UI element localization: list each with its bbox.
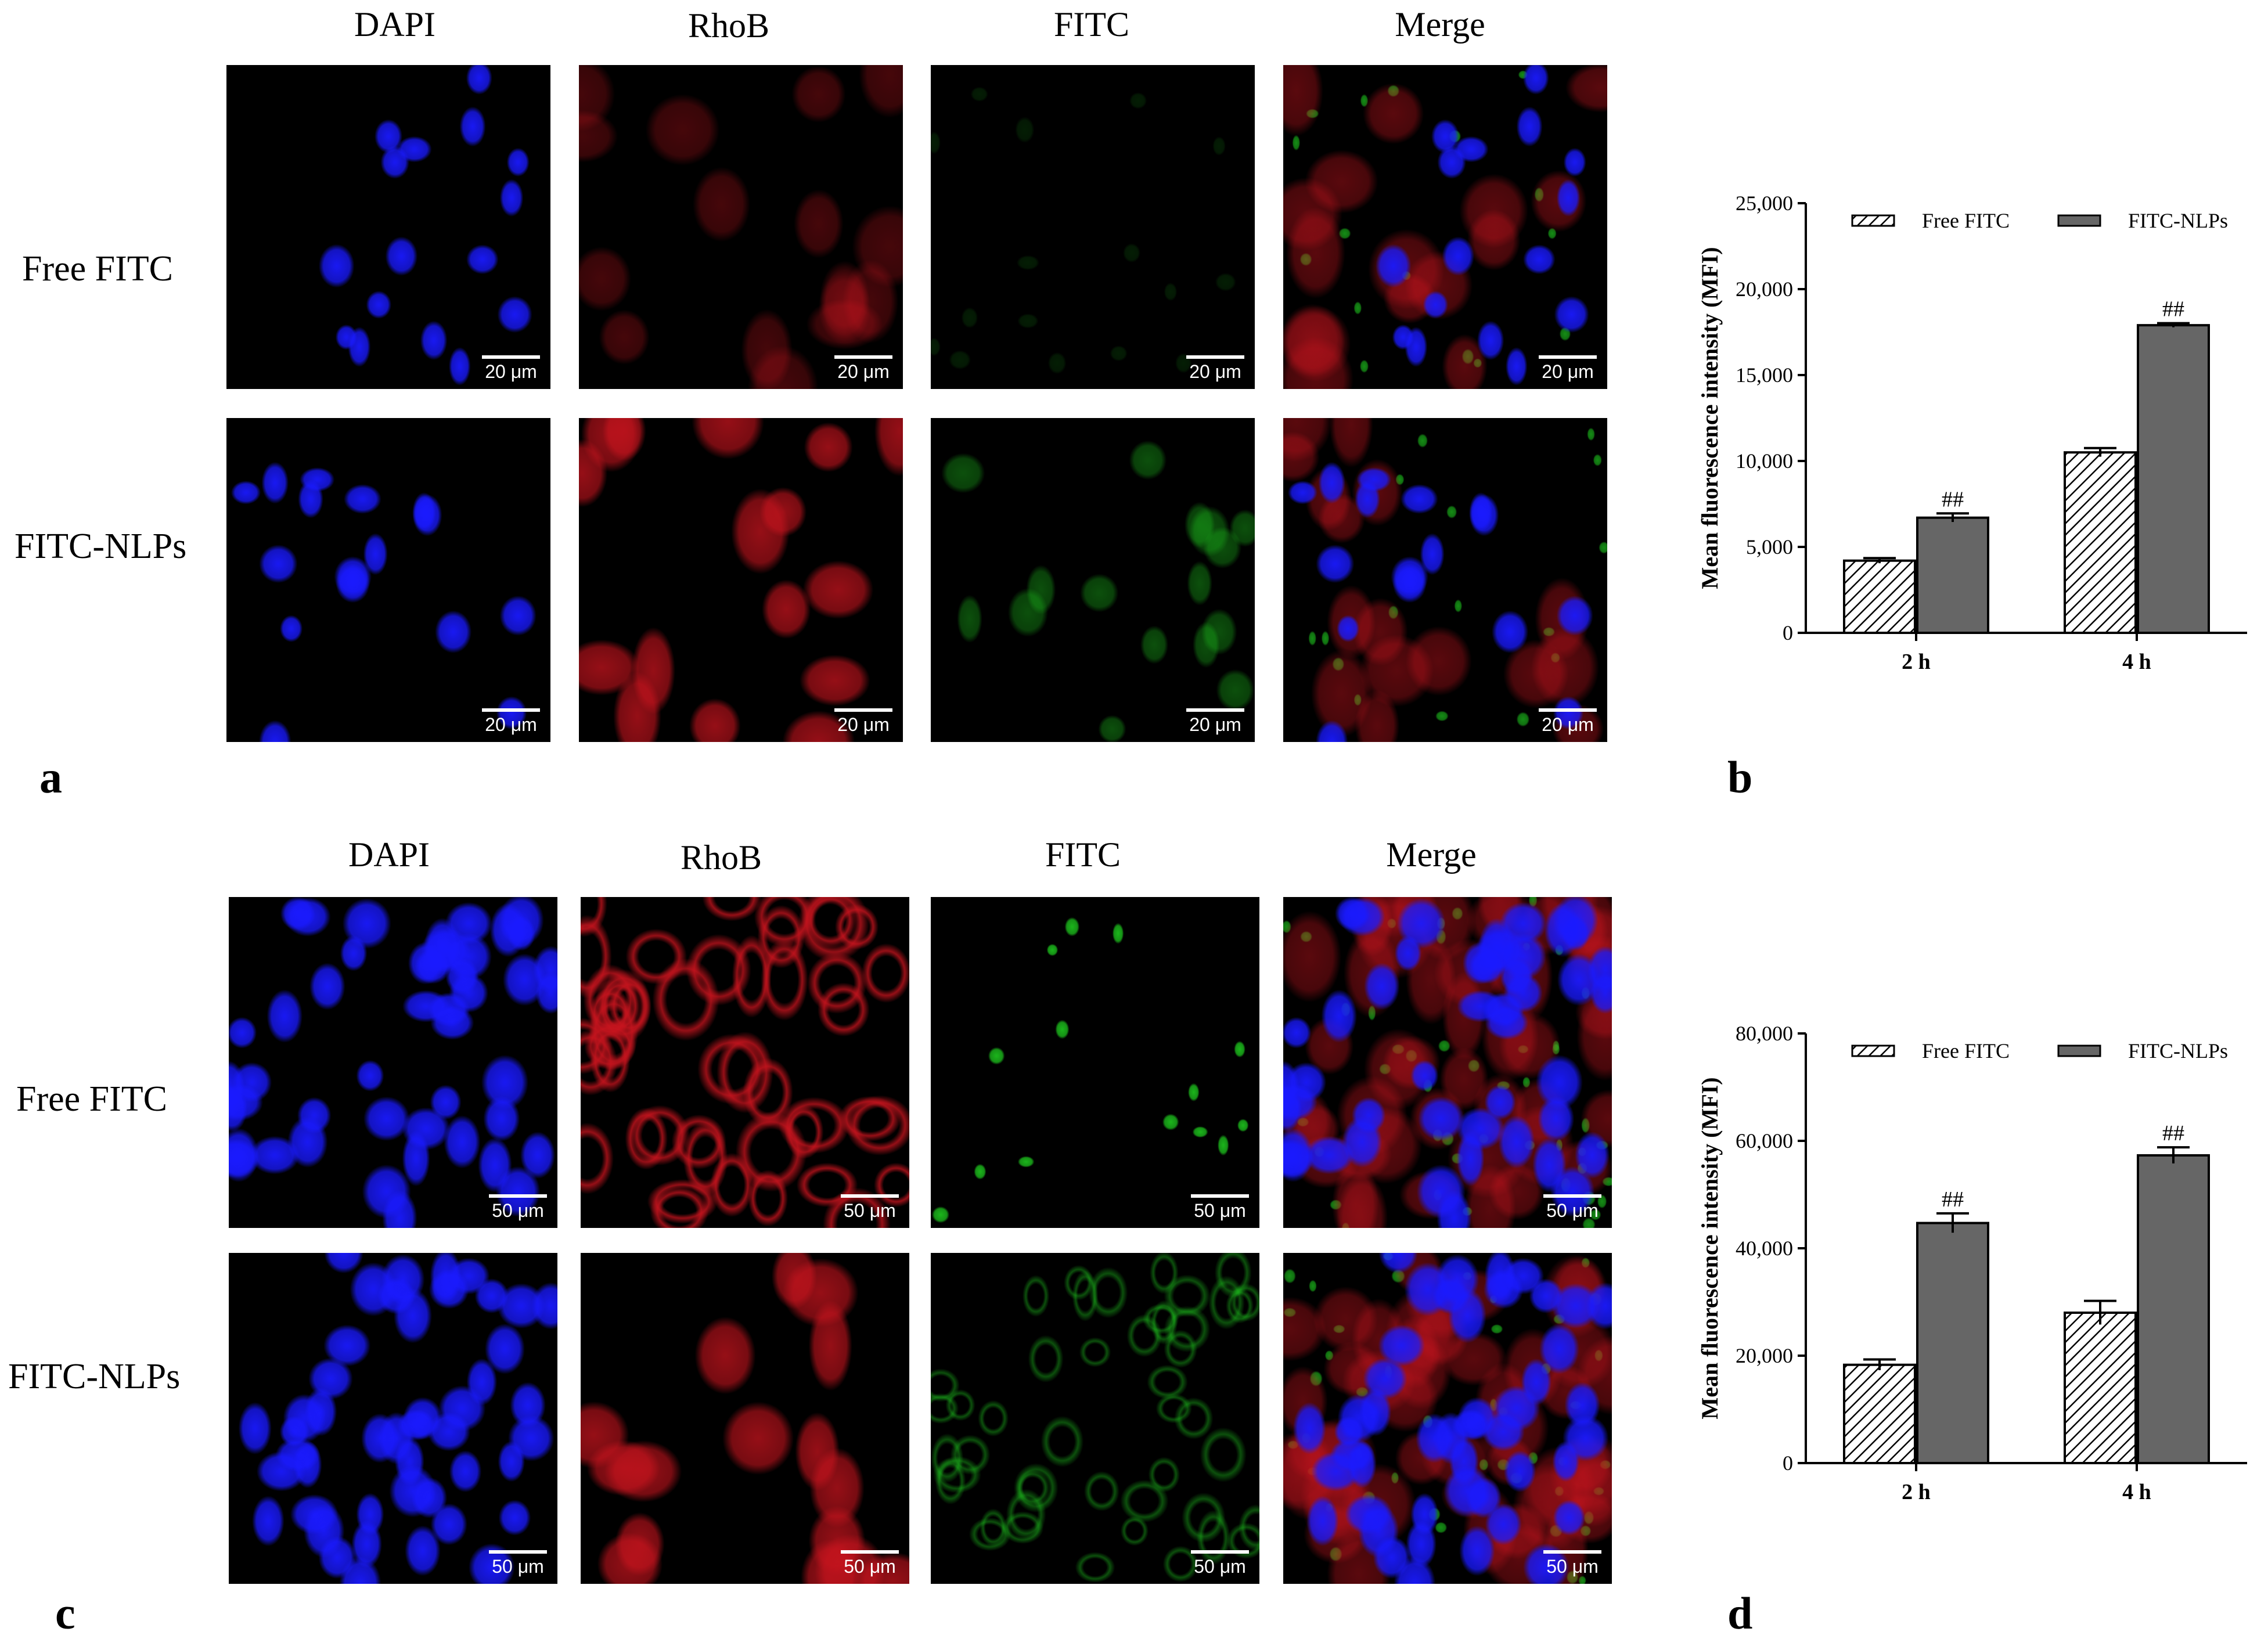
- column-title-dapi: DAPI: [354, 5, 435, 44]
- significance-label: ##: [2162, 1121, 2184, 1146]
- x-tick-label: 2 h: [1902, 650, 1931, 674]
- y-tick-label: 0: [1783, 1451, 1793, 1475]
- column-title-fitc: FITC: [1045, 835, 1121, 874]
- scale-bar: 50 μm: [1543, 1194, 1601, 1220]
- chart-d: 0 20,000 40,000 60,000 80,000 Mean fluorescen…: [1672, 999, 2259, 1521]
- y-tick-label: 60,000: [1736, 1129, 1793, 1152]
- x-tick-label: 2 h: [1902, 1480, 1931, 1504]
- bar-fitc-nlps-2h: [1916, 1222, 1989, 1464]
- bar-free-fitc-2h: [1843, 1363, 1916, 1464]
- micrograph-a-nlp-dapi: 20 μm: [226, 418, 550, 742]
- legend-label: FITC-NLPs: [2128, 1039, 2228, 1062]
- micrograph-c-nlp-fitc: 50 μm: [931, 1253, 1259, 1584]
- significance-label: ##: [1942, 1187, 1964, 1212]
- x-tick-label: 4 h: [2122, 650, 2151, 674]
- scale-bar: 50 μm: [489, 1550, 547, 1576]
- scale-bar: 20 μm: [1539, 708, 1597, 734]
- micrograph-a-free-merge: 20 μm: [1283, 65, 1607, 389]
- legend-swatch: [1851, 214, 1895, 227]
- y-axis-label: Mean fluorescence intensity (MFI): [1697, 247, 1723, 589]
- micrograph-c-nlp-dapi: 50 μm: [229, 1253, 557, 1584]
- bar-free-fitc-4h: [2064, 1312, 2137, 1464]
- bar-chart-svg: 0 20,000 40,000 60,000 80,000 Mean fluorescen…: [1697, 1022, 2247, 1504]
- scale-bar: 20 μm: [482, 355, 540, 381]
- micrograph-c-free-fitc: 50 μm: [931, 897, 1259, 1228]
- panel-letter-d: d: [1727, 1588, 1753, 1638]
- chart-b: 0 5,000 10,000 15,000 20,000 25,000 Mean fluor…: [1672, 168, 2259, 691]
- y-tick-label: 15,000: [1736, 363, 1793, 387]
- bar-chart-svg: 0 5,000 10,000 15,000 20,000 25,000 Mean fluor…: [1697, 192, 2247, 674]
- column-title-merge: Merge: [1386, 835, 1477, 874]
- scale-bar: 50 μm: [1191, 1550, 1249, 1576]
- micrograph-c-nlp-merge: 50 μm: [1283, 1253, 1612, 1584]
- scale-bar: 20 μm: [1186, 355, 1244, 381]
- column-title-merge: Merge: [1395, 5, 1485, 44]
- bar-fitc-nlps-4h: [2137, 324, 2210, 635]
- y-tick-label: 20,000: [1736, 278, 1793, 301]
- column-title-dapi: DAPI: [348, 835, 430, 874]
- panel-letter-a: a: [39, 752, 62, 802]
- panel-letter-b: b: [1727, 752, 1753, 802]
- legend-label: FITC-NLPs: [2128, 209, 2228, 232]
- scale-bar: 50 μm: [1543, 1550, 1601, 1576]
- micrograph-a-nlp-rhob: 20 μm: [579, 418, 903, 742]
- scale-bar: 20 μm: [482, 708, 540, 734]
- y-tick-label: 25,000: [1736, 192, 1793, 215]
- legend-swatch: [2057, 214, 2101, 227]
- row-label-fitc-nlps: FITC-NLPs: [15, 527, 187, 566]
- micrograph-a-free-fitc: 20 μm: [931, 65, 1255, 389]
- micrograph-a-free-dapi: 20 μm: [226, 65, 550, 389]
- legend-swatch: [1851, 1044, 1895, 1057]
- bar-free-fitc-4h: [2064, 451, 2137, 634]
- significance-label: ##: [2162, 297, 2184, 322]
- y-tick-label: 80,000: [1736, 1022, 1793, 1045]
- row-label-free-fitc: Free FITC: [22, 249, 174, 289]
- micrograph-c-free-dapi: 50 μm: [229, 897, 557, 1228]
- y-tick-label: 5,000: [1746, 535, 1793, 559]
- column-title-rhob: RhoB: [680, 838, 762, 877]
- scale-bar: 50 μm: [1191, 1194, 1249, 1220]
- scale-bar: 20 μm: [834, 355, 892, 381]
- legend-label: Free FITC: [1922, 209, 2010, 232]
- scale-bar: 50 μm: [841, 1194, 899, 1220]
- row-label-free-fitc: Free FITC: [16, 1079, 168, 1119]
- micrograph-a-free-rhob: 20 μm: [579, 65, 903, 389]
- micrograph-a-nlp-merge: 20 μm: [1283, 418, 1607, 742]
- scale-bar: 20 μm: [1539, 355, 1597, 381]
- x-tick-label: 4 h: [2122, 1480, 2151, 1504]
- legend-label: Free FITC: [1922, 1039, 2010, 1062]
- y-tick-label: 10,000: [1736, 449, 1793, 473]
- row-label-fitc-nlps: FITC-NLPs: [8, 1357, 181, 1396]
- micrograph-c-free-merge: 50 μm: [1283, 897, 1612, 1228]
- y-tick-label: 40,000: [1736, 1237, 1793, 1260]
- scale-bar: 20 μm: [1186, 708, 1244, 734]
- bar-fitc-nlps-4h: [2137, 1154, 2210, 1465]
- scale-bar: 20 μm: [834, 708, 892, 734]
- scale-bar: 50 μm: [489, 1194, 547, 1220]
- panel-letter-c: c: [55, 1588, 75, 1638]
- y-tick-label: 0: [1783, 621, 1793, 644]
- significance-label: ##: [1942, 487, 1964, 511]
- column-title-fitc: FITC: [1053, 5, 1130, 44]
- scale-bar: 50 μm: [841, 1550, 899, 1576]
- bar-fitc-nlps-2h: [1916, 516, 1989, 634]
- micrograph-c-nlp-rhob: 50 μm: [581, 1253, 909, 1584]
- bar-free-fitc-2h: [1843, 559, 1916, 634]
- y-tick-label: 20,000: [1736, 1344, 1793, 1367]
- micrograph-a-nlp-fitc: 20 μm: [931, 418, 1255, 742]
- column-title-rhob: RhoB: [687, 6, 770, 45]
- micrograph-c-free-rhob: 50 μm: [581, 897, 909, 1228]
- legend-swatch: [2057, 1044, 2101, 1057]
- y-axis-label: Mean fluorescence intensity (MFI): [1697, 1077, 1723, 1419]
